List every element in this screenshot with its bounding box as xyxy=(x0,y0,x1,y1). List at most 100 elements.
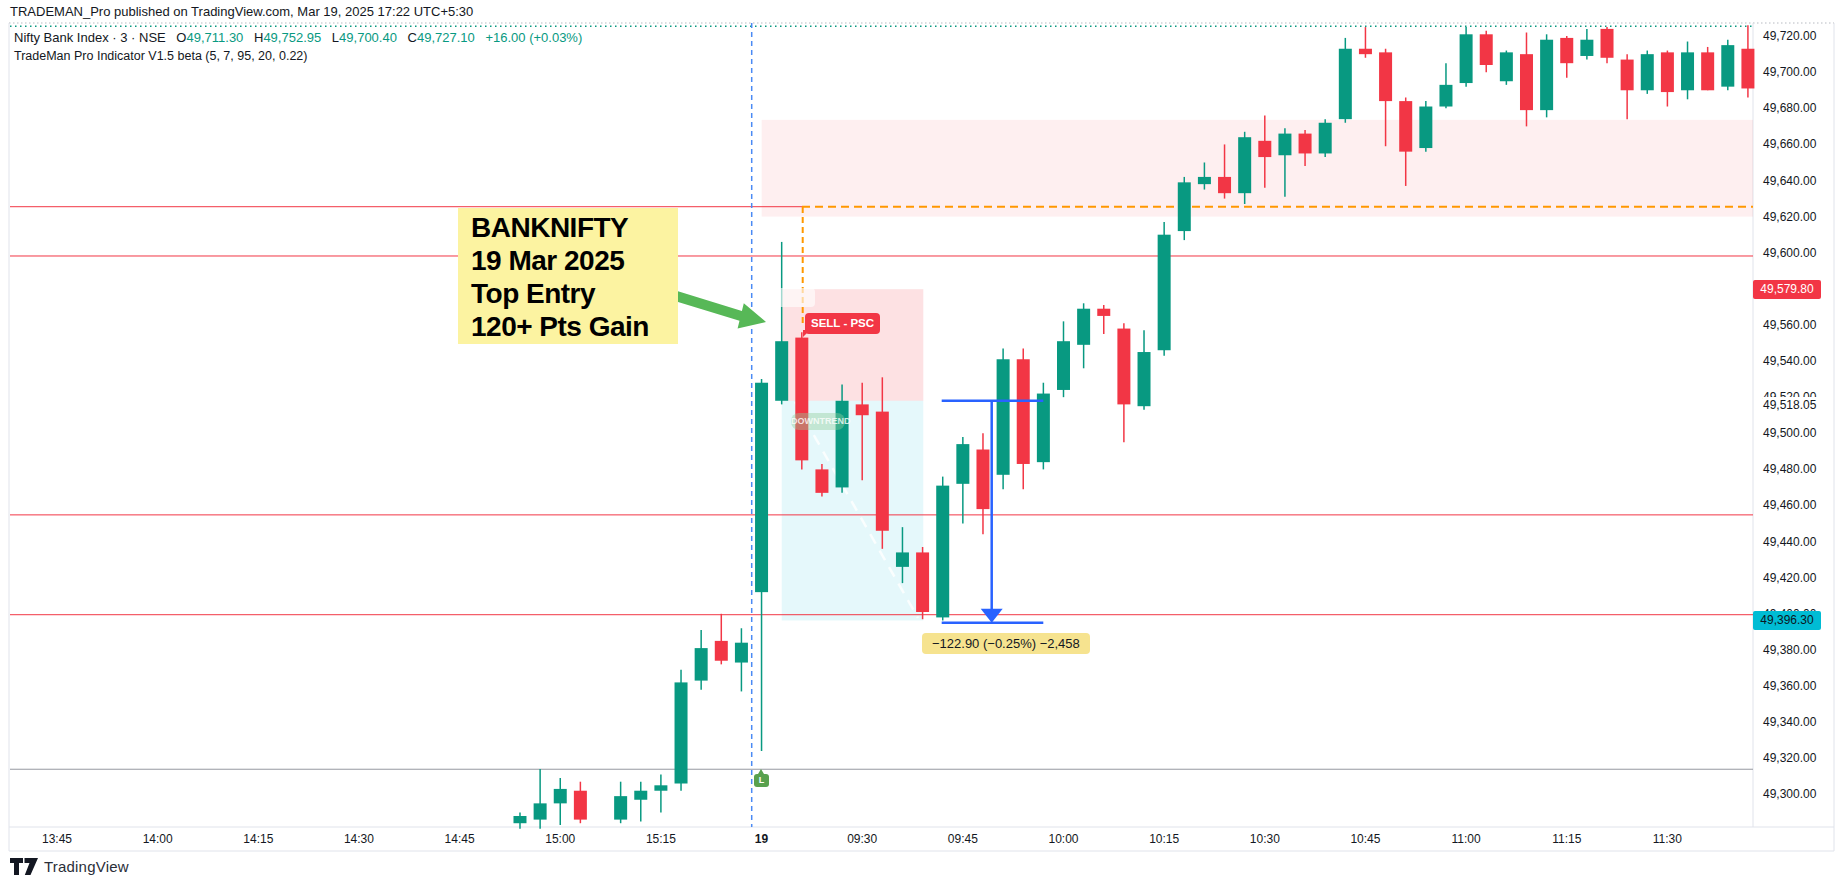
candle-body xyxy=(1158,235,1171,351)
time-tick-label: 14:30 xyxy=(344,832,374,846)
tradingview-snapshot: TRADEMAN_Pro published on TradingView.co… xyxy=(0,0,1835,888)
time-tick-label: 15:15 xyxy=(646,832,676,846)
candle-body xyxy=(1621,60,1634,91)
candle-body xyxy=(1540,40,1553,110)
long-signal-marker-pin: L xyxy=(754,774,769,787)
price-tick-label: 49,660.00 xyxy=(1763,137,1816,151)
price-tick-label: 49,518.05 xyxy=(1763,397,1818,413)
tradingview-logo-icon xyxy=(10,858,38,875)
candle-body xyxy=(896,552,909,566)
candle-body xyxy=(1399,101,1412,152)
low-price-badge: 49,396.30 xyxy=(1753,611,1821,630)
candle-body xyxy=(1359,49,1372,54)
price-tick-label: 49,320.00 xyxy=(1763,751,1816,765)
annotation-line: Top Entry xyxy=(471,277,678,310)
candle-body xyxy=(1299,134,1312,154)
candle-body xyxy=(1661,52,1674,92)
candle-body xyxy=(654,785,667,790)
annotation-callout[interactable]: BANKNIFTY 19 Mar 2025 Top Entry 120+ Pts… xyxy=(458,208,678,344)
price-tick-label: 49,600.00 xyxy=(1763,246,1816,260)
candle-body xyxy=(534,803,547,819)
candle-body xyxy=(715,641,728,661)
candle-body xyxy=(1641,54,1654,90)
price-tick-label: 49,540.00 xyxy=(1763,354,1816,368)
candle-body xyxy=(815,469,828,492)
candle-body xyxy=(1480,34,1493,65)
candle-body xyxy=(1198,177,1211,184)
candle-body xyxy=(1560,38,1573,63)
time-tick-label: 11:15 xyxy=(1552,832,1581,846)
candle-body xyxy=(1117,329,1130,405)
faded-indicator-label-tail xyxy=(771,305,779,314)
candle-body xyxy=(1460,34,1473,83)
supply-zone-top xyxy=(762,120,1753,217)
candle-body xyxy=(1097,309,1110,316)
candle-body xyxy=(614,796,627,819)
candle-body xyxy=(1500,52,1513,81)
time-tick-label: 14:00 xyxy=(143,832,173,846)
price-tick-label: 49,460.00 xyxy=(1763,498,1816,512)
candle-body xyxy=(1681,52,1694,90)
price-tick-label: 49,680.00 xyxy=(1763,101,1816,115)
sell-psc-label[interactable]: SELL - PSC xyxy=(805,313,880,334)
measurement-label[interactable]: −122.90 (−0.25%) −2,458 xyxy=(922,633,1090,654)
time-tick-label: 15:00 xyxy=(545,832,575,846)
change-value: +16.00 (+0.03%) xyxy=(485,30,582,45)
symbol-title[interactable]: Nifty Bank Index · 3 · NSE xyxy=(14,30,166,45)
last-price-badge: 49,579.80 xyxy=(1753,280,1821,299)
downtrend-watermark: DOWNTREND xyxy=(791,413,845,430)
candle-body xyxy=(916,552,929,612)
candle-body xyxy=(1339,49,1352,119)
candle-body xyxy=(554,789,567,803)
annotation-line: BANKNIFTY xyxy=(471,211,678,244)
candle-body xyxy=(1077,309,1090,345)
price-tick-label: 49,380.00 xyxy=(1763,643,1816,657)
candle-body xyxy=(956,444,969,484)
long-signal-marker: L xyxy=(754,771,769,787)
candle-body xyxy=(1319,123,1332,154)
price-tick-label: 49,340.00 xyxy=(1763,715,1816,729)
candle-body xyxy=(876,412,889,531)
low-label: L xyxy=(332,30,339,45)
indicator-title[interactable]: TradeMan Pro Indicator V1.5 beta (5, 7, … xyxy=(14,49,307,63)
time-tick-label: 09:30 xyxy=(847,832,877,846)
candle-body xyxy=(513,816,526,823)
candle-body xyxy=(755,383,768,592)
time-tick-label: 10:00 xyxy=(1048,832,1078,846)
price-tick-label: 49,360.00 xyxy=(1763,679,1816,693)
candle-body xyxy=(1379,52,1392,101)
candle-body xyxy=(735,643,748,663)
candle-body xyxy=(936,486,949,618)
candle-body xyxy=(1178,182,1191,231)
candle-body xyxy=(1238,137,1251,193)
tradingview-logo[interactable]: TradingView xyxy=(10,858,129,875)
candle-body xyxy=(856,404,869,415)
tradingview-logo-text: TradingView xyxy=(44,858,129,875)
close-value: 49,727.10 xyxy=(417,30,475,45)
candle-body xyxy=(976,450,989,510)
time-tick-label: 10:30 xyxy=(1250,832,1280,846)
time-tick-label: 13:45 xyxy=(42,832,72,846)
candle-body xyxy=(1037,394,1050,463)
candle-body xyxy=(574,791,587,820)
candle-body xyxy=(1218,177,1231,193)
open-label: O xyxy=(176,30,186,45)
open-value: 49,711.30 xyxy=(186,30,243,45)
close-label: C xyxy=(408,30,417,45)
candle-body xyxy=(795,338,808,461)
price-tick-label: 49,420.00 xyxy=(1763,571,1816,585)
high-label: H xyxy=(254,30,263,45)
candle-body xyxy=(1520,54,1533,110)
candle-body xyxy=(1741,49,1754,89)
candle-body xyxy=(1017,359,1030,464)
candlestick-chart xyxy=(0,0,1835,888)
price-tick-label: 49,500.00 xyxy=(1763,426,1816,440)
candle-body xyxy=(775,341,788,401)
time-tick-label: 10:45 xyxy=(1350,832,1380,846)
candle-body xyxy=(1439,85,1452,107)
price-tick-label: 49,700.00 xyxy=(1763,65,1816,79)
time-tick-label: 14:15 xyxy=(243,832,273,846)
annotation-line: 120+ Pts Gain xyxy=(471,310,678,343)
time-tick-label: 09:45 xyxy=(948,832,978,846)
candle-body xyxy=(1419,107,1432,149)
